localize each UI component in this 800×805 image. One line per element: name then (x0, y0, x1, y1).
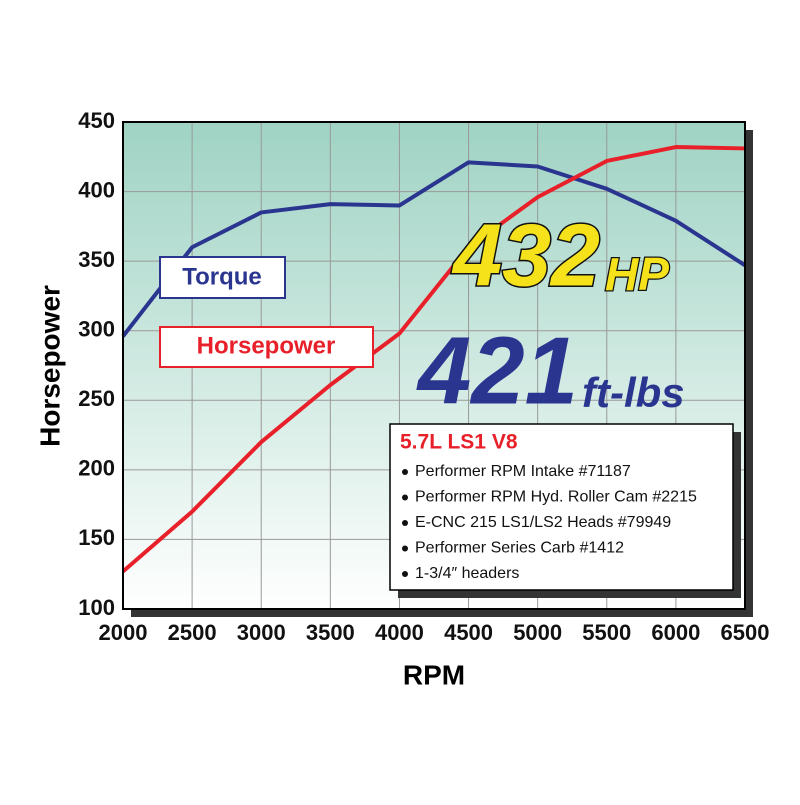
bullet (402, 469, 408, 475)
x-tick-label: 4500 (444, 620, 493, 645)
y-tick-label: 250 (78, 386, 115, 411)
plot-frame (122, 121, 746, 610)
y-tick-label: 300 (78, 317, 115, 342)
headline-hp-unit: HP (605, 248, 669, 300)
bullet (402, 520, 408, 526)
bullet (402, 571, 408, 577)
info-title: 5.7L LS1 V8 (400, 431, 518, 454)
info-list: Performer RPM Intake #71187 Performer RPM… (402, 463, 697, 582)
info-item: 1-3/4″ headers (415, 565, 519, 582)
legend-label: Torque (182, 263, 262, 290)
bullet (402, 545, 408, 552)
series-line (121, 160, 747, 338)
legend-label: Horsepower (197, 332, 336, 359)
legend-box (159, 326, 374, 368)
x-tick-label: 6000 (651, 620, 700, 645)
info-box (389, 423, 734, 591)
info-item: Performer Series Carb #1412 (415, 540, 624, 557)
x-tick-label: 4000 (375, 620, 424, 645)
y-tick-label: 100 (78, 595, 115, 620)
x-tick-label: 3000 (237, 620, 286, 645)
headline-hp-number: 432 (451, 205, 600, 304)
x-axis-label: RPM (403, 659, 465, 690)
y-axis-label: Horsepower (34, 285, 65, 447)
bullet (402, 494, 408, 501)
x-tick-label: 3500 (306, 620, 355, 645)
x-tick-label: 5500 (582, 620, 631, 645)
info-item: E-CNC 215 LS1/LS2 Heads #79949 (415, 514, 671, 531)
x-tick-label: 5000 (513, 620, 562, 645)
info-item: Performer RPM Hyd. Roller Cam #2215 (415, 489, 697, 506)
headline-torque-unit: ft-lbs (582, 369, 685, 416)
legend-box (159, 256, 286, 299)
x-tick-label: 2500 (168, 620, 217, 645)
y-tick-label: 200 (78, 456, 115, 481)
x-tick-label: 6500 (721, 620, 770, 645)
y-tick-label: 450 (78, 108, 115, 133)
info-item: Performer RPM Intake #71187 (415, 463, 631, 480)
y-tick-label: 400 (78, 177, 115, 202)
x-tick-label: 2000 (99, 620, 148, 645)
lines (121, 145, 747, 573)
series-line (121, 145, 746, 573)
y-tick-label: 350 (78, 247, 115, 272)
y-tick-label: 150 (78, 525, 115, 550)
headline-torque-number: 421 (416, 317, 578, 424)
